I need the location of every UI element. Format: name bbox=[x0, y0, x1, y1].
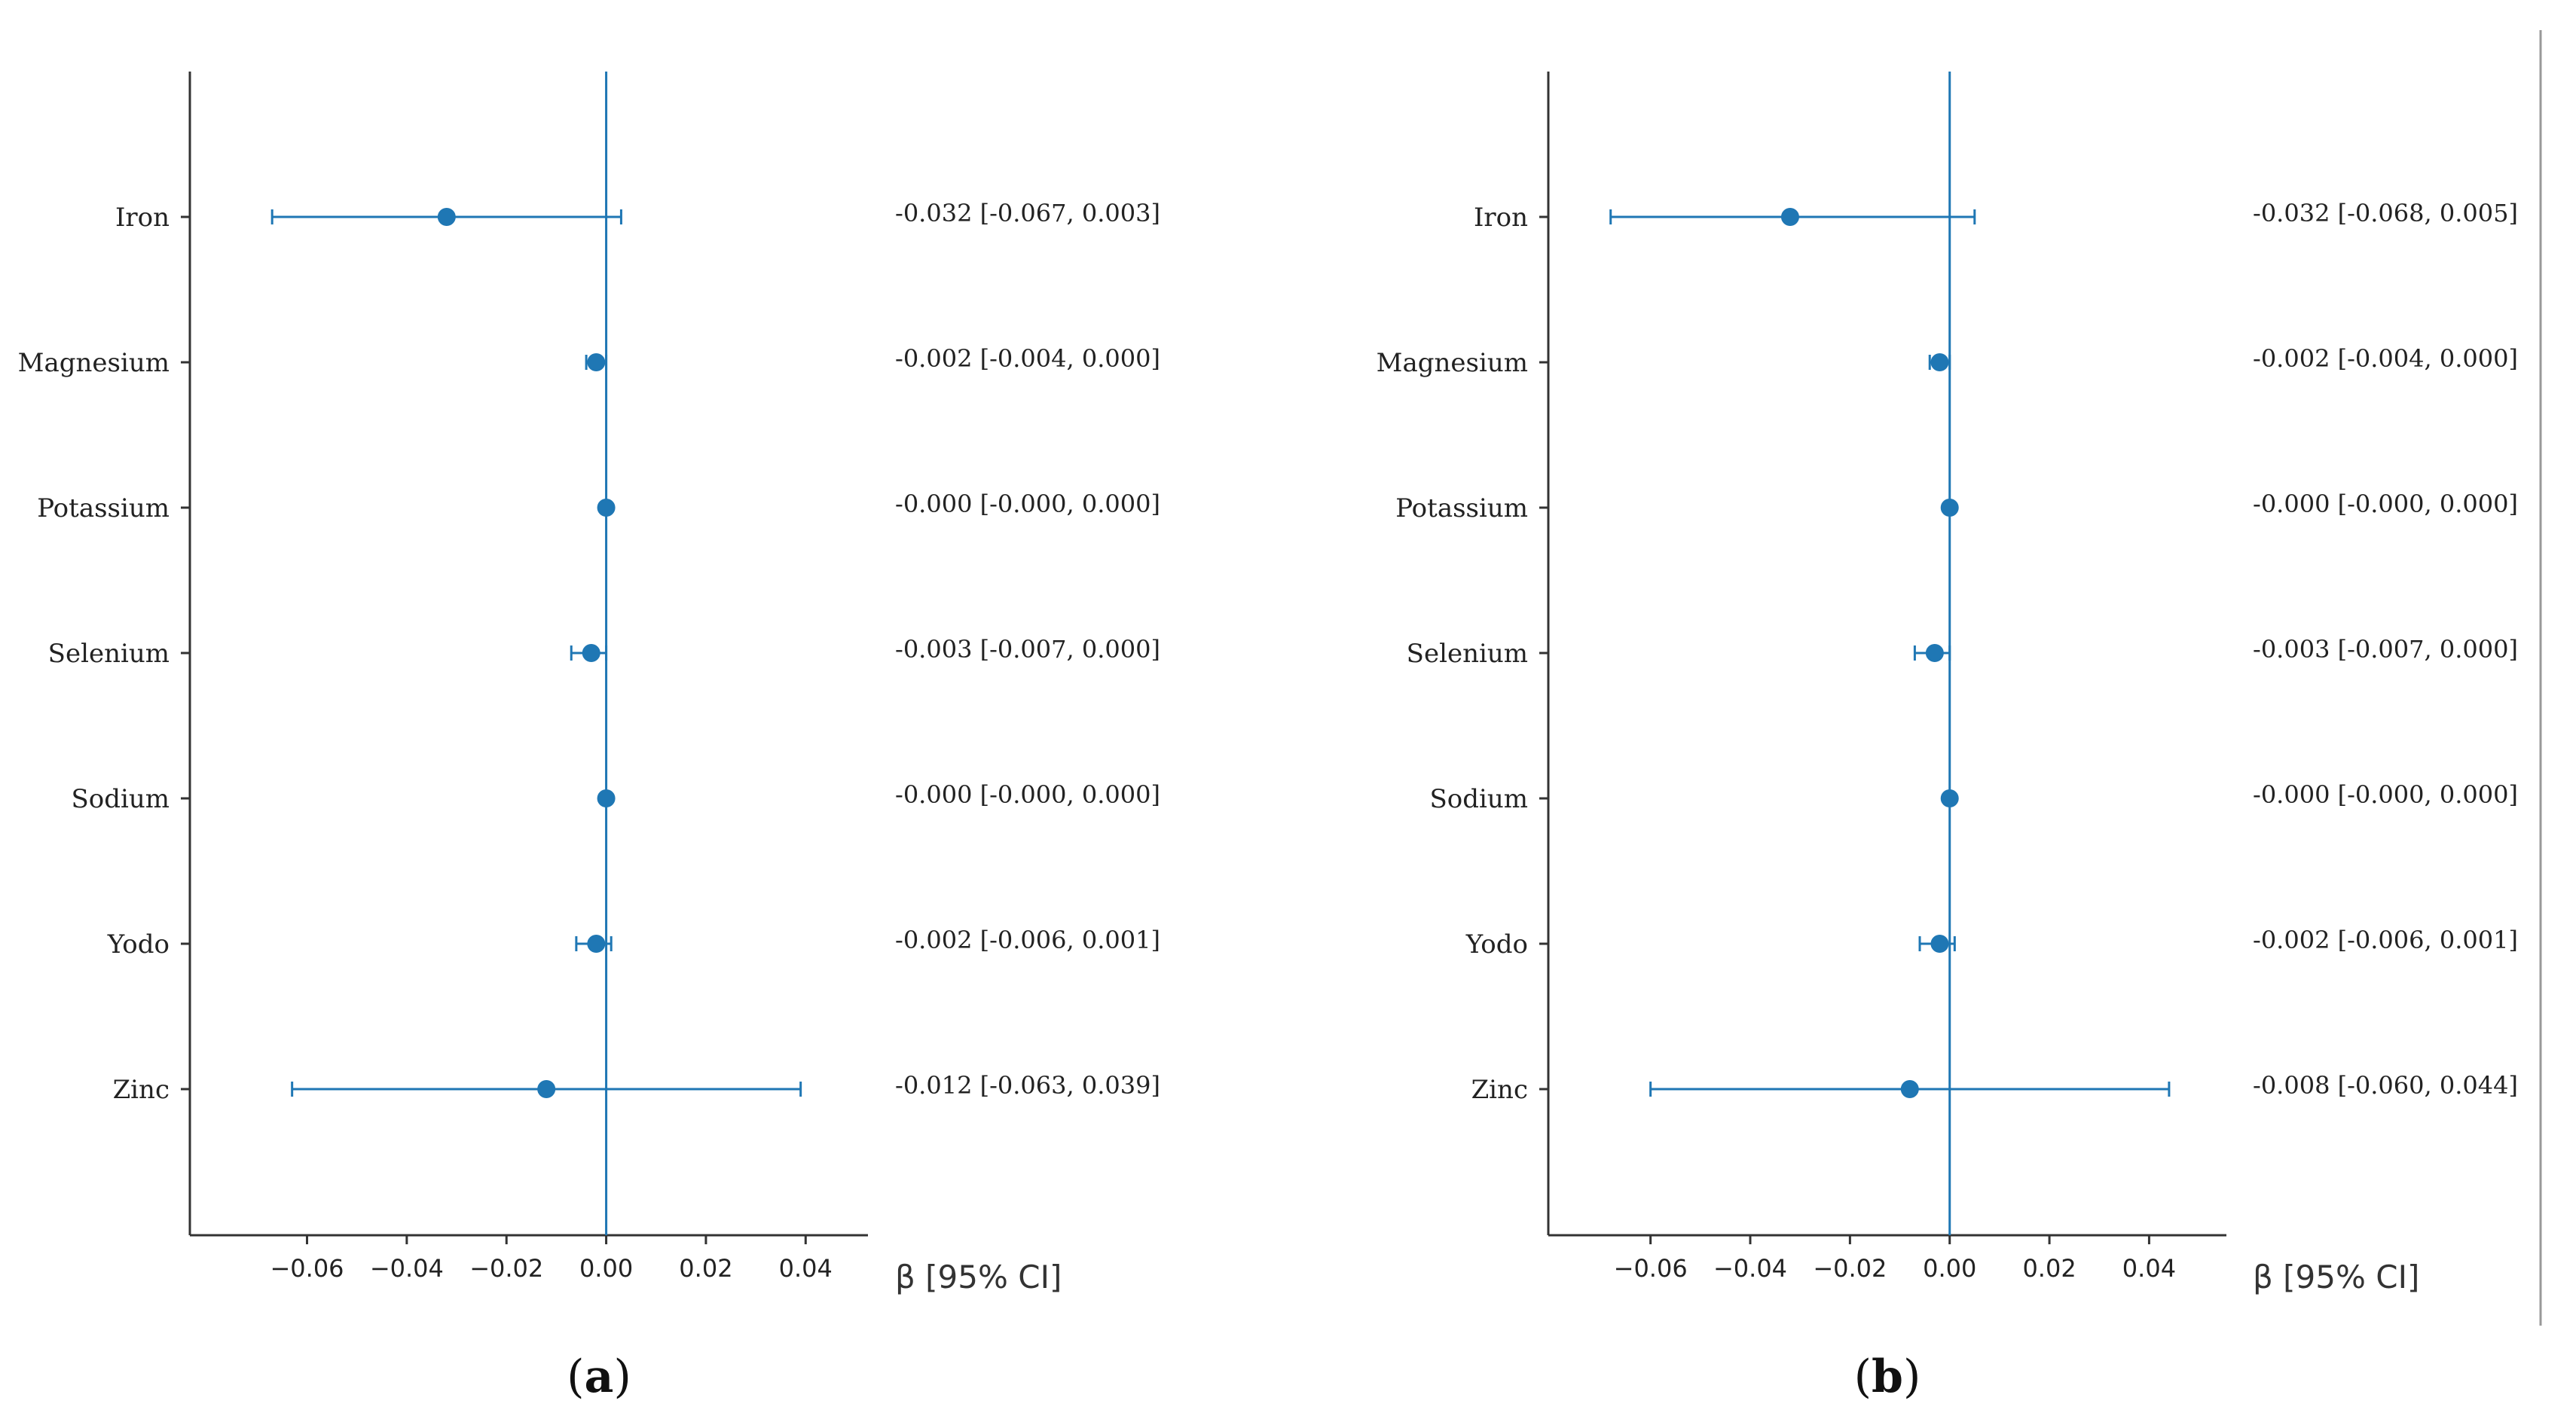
x-axis-title: β [95% CI] bbox=[895, 1259, 1062, 1295]
category-label: Magnesium bbox=[1377, 348, 1528, 378]
x-tick-label: −0.02 bbox=[1813, 1254, 1887, 1283]
category-label: Iron bbox=[1474, 203, 1528, 233]
category-label: Zinc bbox=[113, 1075, 170, 1105]
estimate-annotation: -0.003 [-0.007, 0.000] bbox=[2253, 635, 2518, 664]
estimate-annotation: -0.000 [-0.000, 0.000] bbox=[895, 780, 1160, 809]
estimate-annotation: -0.002 [-0.006, 0.001] bbox=[2253, 926, 2518, 954]
x-tick-label: −0.06 bbox=[270, 1254, 344, 1283]
estimate-annotation: -0.008 [-0.060, 0.044] bbox=[2253, 1071, 2518, 1100]
estimate-point bbox=[1925, 644, 1944, 662]
category-label: Selenium bbox=[1407, 639, 1528, 669]
estimate-point bbox=[1780, 208, 1799, 226]
estimate-annotation: -0.002 [-0.004, 0.000] bbox=[895, 344, 1160, 373]
estimate-point bbox=[537, 1080, 556, 1098]
category-label: Sodium bbox=[1429, 784, 1528, 814]
x-tick-label: 0.02 bbox=[2022, 1254, 2076, 1283]
estimate-annotation: -0.000 [-0.000, 0.000] bbox=[895, 490, 1160, 518]
estimate-point bbox=[437, 208, 456, 226]
estimate-point bbox=[582, 644, 600, 662]
chart-panel-b: −0.06 −0.04 −0.02 0.00 0.02 0.04 Iron -0.032 [-… bbox=[1377, 72, 2518, 1403]
estimate-annotation: -0.002 [-0.004, 0.000] bbox=[2253, 344, 2518, 373]
x-tick-label: 0.02 bbox=[679, 1254, 732, 1283]
category-label: Iron bbox=[115, 203, 170, 233]
estimate-point bbox=[1940, 499, 1959, 517]
estimate-point bbox=[597, 499, 616, 517]
estimate-point bbox=[1930, 935, 1949, 953]
category-label: Sodium bbox=[71, 784, 170, 814]
estimate-point bbox=[587, 353, 606, 371]
estimate-point bbox=[1940, 789, 1959, 807]
x-tick-label: −0.06 bbox=[1614, 1254, 1688, 1283]
x-tick-label: 0.00 bbox=[1923, 1254, 1976, 1283]
category-label: Potassium bbox=[1395, 493, 1528, 523]
estimate-annotation: -0.003 [-0.007, 0.000] bbox=[895, 635, 1160, 664]
x-axis-title: β [95% CI] bbox=[2253, 1259, 2419, 1295]
estimate-point bbox=[587, 935, 606, 953]
x-tick-label: 0.04 bbox=[779, 1254, 833, 1283]
x-tick-label: −0.04 bbox=[1713, 1254, 1787, 1283]
estimate-annotation: -0.000 [-0.000, 0.000] bbox=[2253, 490, 2518, 518]
estimate-annotation: -0.032 [-0.067, 0.003] bbox=[895, 199, 1160, 227]
category-label: Selenium bbox=[48, 639, 170, 669]
category-label: Potassium bbox=[37, 493, 170, 523]
estimate-annotation: -0.000 [-0.000, 0.000] bbox=[2253, 780, 2518, 809]
estimate-annotation: -0.012 [-0.063, 0.039] bbox=[895, 1071, 1160, 1100]
category-label: Magnesium bbox=[18, 348, 170, 378]
category-label: Zinc bbox=[1471, 1075, 1528, 1105]
estimate-annotation: -0.002 [-0.006, 0.001] bbox=[895, 926, 1160, 954]
estimate-annotation: -0.032 [-0.068, 0.005] bbox=[2253, 199, 2518, 227]
estimate-point bbox=[1900, 1080, 1919, 1098]
estimate-point bbox=[597, 789, 616, 807]
category-label: Yodo bbox=[107, 929, 170, 960]
panel-label: (b) bbox=[1854, 1350, 1921, 1403]
chart-panel-a: −0.06 −0.04 −0.02 0.00 0.02 0.04 Iron -0.032 [-… bbox=[18, 72, 1160, 1403]
x-tick-label: 0.00 bbox=[579, 1254, 633, 1283]
x-tick-label: −0.04 bbox=[370, 1254, 444, 1283]
estimate-point bbox=[1930, 353, 1949, 371]
x-tick-label: 0.04 bbox=[2122, 1254, 2176, 1283]
x-tick-label: −0.02 bbox=[469, 1254, 543, 1283]
category-label: Yodo bbox=[1465, 929, 1528, 960]
panel-label: (a) bbox=[567, 1350, 631, 1403]
